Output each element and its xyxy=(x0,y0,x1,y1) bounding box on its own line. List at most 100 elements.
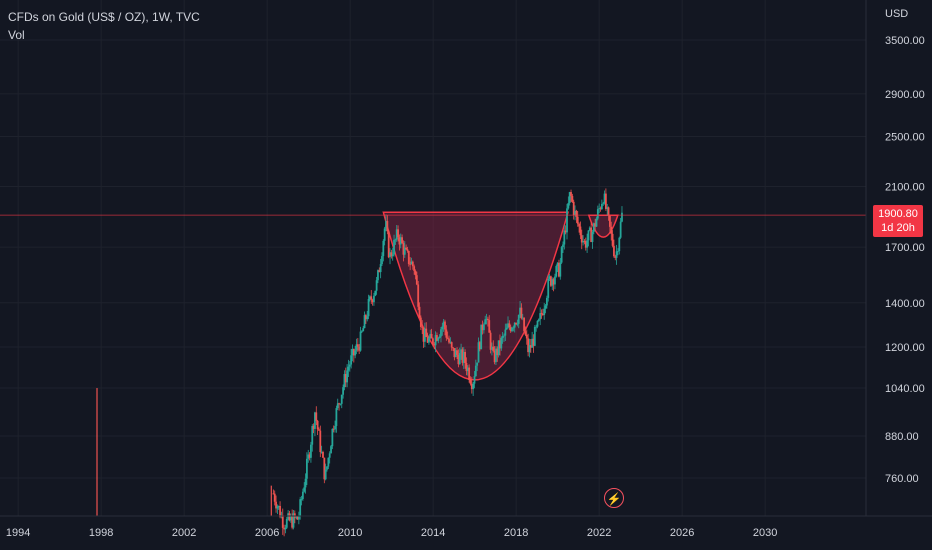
candle-body xyxy=(430,333,433,339)
candle-body xyxy=(543,308,546,315)
candle-body xyxy=(504,329,507,336)
candle-body xyxy=(476,362,479,366)
candle-body xyxy=(489,332,492,350)
candle-body xyxy=(415,275,418,285)
candle-body xyxy=(399,237,402,245)
candle-body xyxy=(327,457,330,467)
candle-body xyxy=(519,307,521,315)
candle-body xyxy=(440,329,442,337)
candle-body xyxy=(403,247,406,255)
candle-body xyxy=(579,226,582,236)
candle-body xyxy=(409,264,412,265)
candle-body xyxy=(359,331,362,351)
candle-body xyxy=(537,319,540,321)
candle-body xyxy=(423,328,426,342)
candle-body xyxy=(598,208,601,210)
candle-body xyxy=(395,229,398,240)
candle-body xyxy=(360,331,363,333)
candle-body xyxy=(348,364,351,367)
lightning-icon[interactable]: ⚡ xyxy=(604,488,624,508)
candle-body xyxy=(562,244,564,248)
candle-body xyxy=(340,394,343,404)
candle-body xyxy=(377,270,379,281)
candle-body xyxy=(588,227,591,231)
candle-body xyxy=(473,376,476,384)
candle-body xyxy=(401,237,403,244)
candle-body xyxy=(582,240,584,243)
candle-body xyxy=(513,322,516,328)
candle-body xyxy=(511,327,513,332)
candle-body xyxy=(547,278,550,298)
candle-body xyxy=(520,307,523,319)
time-tick-label: 2014 xyxy=(421,527,445,539)
volume-bars xyxy=(96,388,272,516)
candle-body xyxy=(364,315,367,320)
candle-body xyxy=(275,501,277,509)
candle-body xyxy=(339,403,342,405)
price-scale[interactable]: 3500.00 2900.00 2500.00 2100.00 1700.00 1400.… xyxy=(865,0,925,516)
candle-body xyxy=(529,345,532,348)
candle-body xyxy=(575,210,578,217)
candle-body xyxy=(284,527,287,530)
candle-body xyxy=(606,207,609,209)
candle-body xyxy=(316,420,319,430)
candle-body xyxy=(391,254,394,257)
candle-body xyxy=(445,329,448,338)
time-scale[interactable]: 1994 1998 2002 2006 2010 2014 2018 2022 2026 2030 xyxy=(0,515,932,539)
candle-body xyxy=(406,249,409,251)
candle-body xyxy=(295,516,298,518)
candle-body xyxy=(332,428,335,430)
price-tick-label: 1200.00 xyxy=(885,342,925,354)
candle-body xyxy=(354,350,357,356)
candle-body xyxy=(318,429,320,431)
candle-body xyxy=(472,383,475,390)
grid-lines xyxy=(0,0,866,516)
candle-body xyxy=(366,316,369,320)
symbol-title[interactable]: CFDs on Gold (US$ / OZ), 1W, TVC xyxy=(8,10,200,24)
candle-body xyxy=(279,505,281,518)
candle-body xyxy=(322,451,324,458)
candle-body xyxy=(535,326,538,328)
candle-body xyxy=(453,348,456,358)
candle-body xyxy=(328,453,331,458)
candle-body xyxy=(304,478,307,488)
time-tick-label: 2002 xyxy=(172,527,196,539)
candle-body xyxy=(355,344,358,351)
candle-body xyxy=(432,338,434,344)
candle-body xyxy=(469,379,472,384)
candle-body xyxy=(619,221,622,238)
candle-body xyxy=(468,367,471,380)
candle-body xyxy=(485,318,488,320)
candle-body xyxy=(351,348,354,356)
candle-body xyxy=(448,338,450,343)
candle-body xyxy=(613,245,615,257)
candle-body xyxy=(611,233,614,246)
last-price-value: 1900.80 xyxy=(878,208,918,220)
candle-body xyxy=(436,335,438,341)
candle-body xyxy=(276,506,279,509)
candle-body xyxy=(383,228,386,241)
candle-body xyxy=(474,365,477,377)
candle-body xyxy=(527,338,530,353)
candle-body xyxy=(446,337,449,339)
candle-body xyxy=(458,353,461,365)
candle-body xyxy=(505,327,508,330)
candle-body xyxy=(331,428,334,447)
candle-body xyxy=(560,247,563,263)
candle-body xyxy=(352,348,355,356)
candle-body xyxy=(310,444,312,458)
bar-countdown: 1d 20h xyxy=(881,222,915,234)
candle-body xyxy=(296,516,299,520)
candle-body xyxy=(456,350,458,355)
volume-label[interactable]: Vol xyxy=(8,28,25,42)
candle-body xyxy=(503,335,505,337)
candle-body xyxy=(402,243,405,255)
time-tick-label: 2006 xyxy=(255,527,279,539)
candle-body xyxy=(568,192,571,204)
candle-body xyxy=(464,352,467,364)
candle-body xyxy=(378,270,381,273)
candle-body xyxy=(437,337,440,341)
currency-label[interactable]: USD xyxy=(885,8,909,20)
candle-body xyxy=(336,403,339,409)
